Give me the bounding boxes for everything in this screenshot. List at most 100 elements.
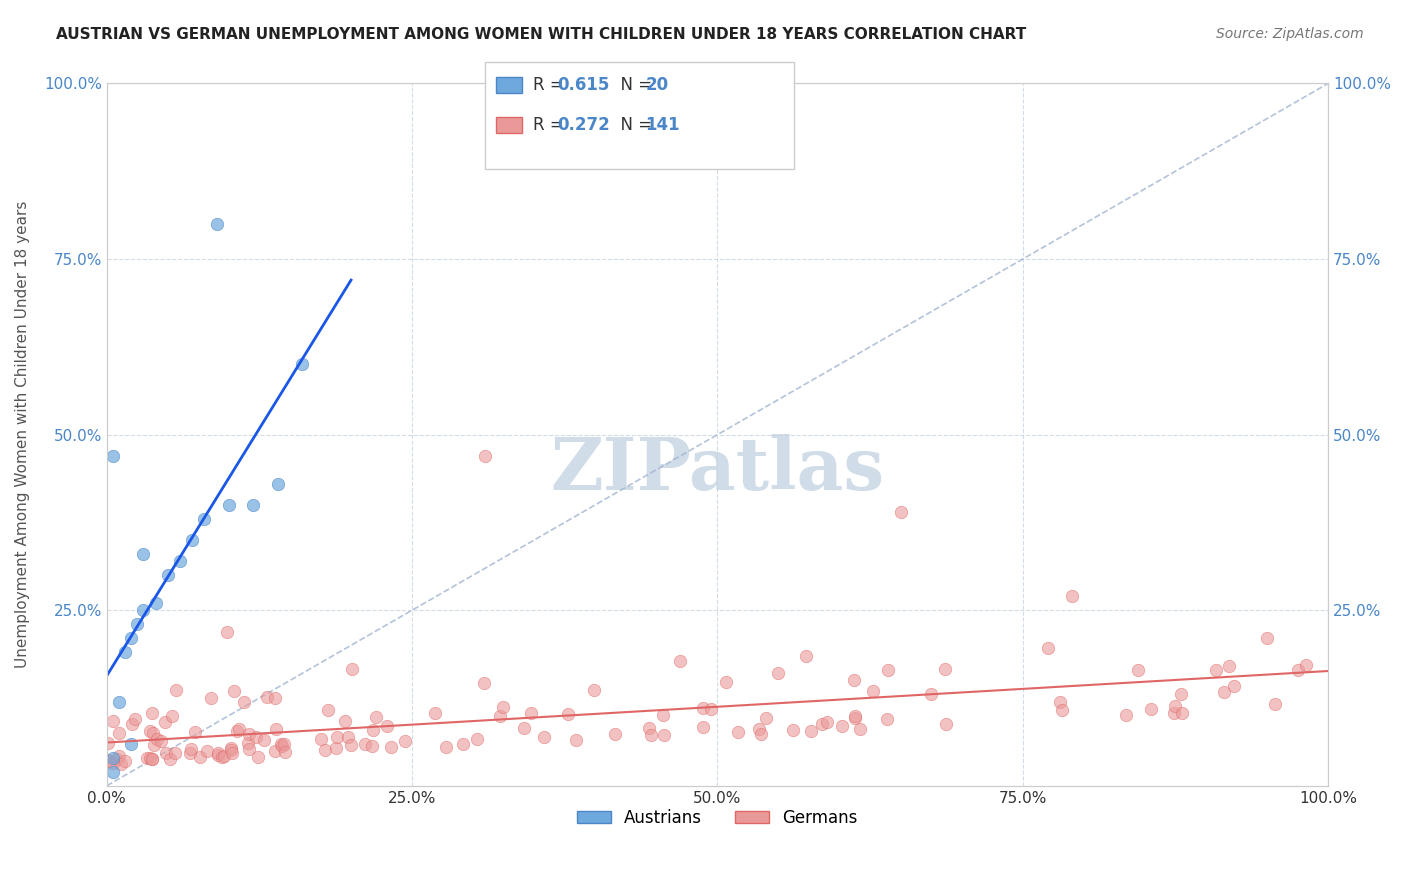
Point: [316, 703, 339, 717]
Point: [748, 722, 770, 736]
Point: [465, 732, 488, 747]
Point: [264, 744, 287, 758]
Point: [844, 673, 866, 687]
Point: [96, 753, 118, 767]
Point: [1126, 663, 1149, 677]
Point: [200, 691, 222, 706]
Point: [512, 721, 534, 735]
Point: [1256, 632, 1278, 646]
Point: [146, 731, 169, 746]
Point: [361, 723, 384, 737]
Point: [155, 715, 177, 730]
Point: [214, 748, 236, 763]
Point: [207, 748, 229, 763]
Point: [451, 737, 474, 751]
Point: [749, 726, 772, 740]
Point: [142, 738, 165, 752]
Point: [238, 736, 260, 750]
Point: [238, 727, 260, 741]
Point: [1050, 703, 1073, 717]
Point: [1115, 708, 1137, 723]
Point: [1038, 640, 1060, 655]
Point: [877, 664, 900, 678]
Point: [238, 742, 260, 756]
Point: [256, 690, 278, 704]
Point: [1218, 659, 1240, 673]
Point: [188, 749, 211, 764]
Point: [920, 687, 942, 701]
Point: [766, 665, 789, 680]
Point: [1163, 706, 1185, 721]
Point: [354, 737, 377, 751]
Point: [565, 733, 588, 747]
Point: [156, 568, 179, 582]
Point: [337, 731, 360, 745]
Point: [207, 746, 229, 760]
Point: [325, 741, 347, 756]
Point: [325, 731, 347, 745]
Point: [127, 617, 149, 632]
Point: [224, 684, 246, 698]
Point: [314, 742, 336, 756]
Point: [142, 726, 165, 740]
Text: AUSTRIAN VS GERMAN UNEMPLOYMENT AMONG WOMEN WITH CHILDREN UNDER 18 YEARS CORRELA: AUSTRIAN VS GERMAN UNEMPLOYMENT AMONG WO…: [56, 27, 1026, 42]
Text: N =: N =: [610, 76, 658, 94]
Point: [640, 728, 662, 742]
Point: [1170, 687, 1192, 701]
Point: [274, 745, 297, 759]
Point: [849, 722, 872, 736]
Point: [245, 731, 267, 745]
Point: [218, 498, 240, 512]
Point: [360, 739, 382, 754]
Point: [114, 645, 136, 659]
Legend: Austrians, Germans: Austrians, Germans: [571, 802, 865, 834]
Point: [692, 701, 714, 715]
Point: [1295, 658, 1317, 673]
Text: N =: N =: [610, 116, 658, 134]
Point: [340, 739, 363, 753]
Point: [603, 727, 626, 741]
Point: [195, 744, 218, 758]
Point: [844, 711, 866, 725]
Text: 0.615: 0.615: [557, 76, 609, 94]
Point: [1049, 696, 1071, 710]
Point: [533, 730, 555, 744]
Point: [638, 721, 661, 735]
Point: [121, 717, 143, 731]
Text: R =: R =: [533, 116, 569, 134]
Point: [108, 694, 131, 708]
Point: [472, 676, 495, 690]
Point: [181, 533, 204, 547]
Point: [669, 654, 692, 668]
Point: [101, 764, 124, 779]
Point: [221, 746, 243, 760]
Point: [141, 752, 163, 766]
Point: [180, 741, 202, 756]
Point: [101, 449, 124, 463]
Point: [380, 739, 402, 754]
Point: [155, 746, 177, 760]
Point: [1164, 699, 1187, 714]
Point: [135, 751, 157, 765]
Text: 0.272: 0.272: [557, 116, 610, 134]
Point: [1060, 589, 1083, 603]
Point: [211, 749, 233, 764]
Point: [264, 690, 287, 705]
Point: [139, 724, 162, 739]
Point: [179, 746, 201, 760]
Point: [108, 749, 131, 764]
Point: [107, 752, 129, 766]
Point: [1205, 663, 1227, 677]
Point: [97, 754, 120, 768]
Point: [110, 756, 132, 771]
Point: [266, 722, 288, 736]
Point: [474, 449, 496, 463]
Point: [782, 723, 804, 738]
Point: [132, 547, 155, 561]
Text: ZIPatlas: ZIPatlas: [550, 434, 884, 505]
Point: [246, 749, 269, 764]
Point: [488, 708, 510, 723]
Point: [107, 726, 129, 740]
Point: [652, 728, 675, 742]
Point: [520, 706, 543, 720]
